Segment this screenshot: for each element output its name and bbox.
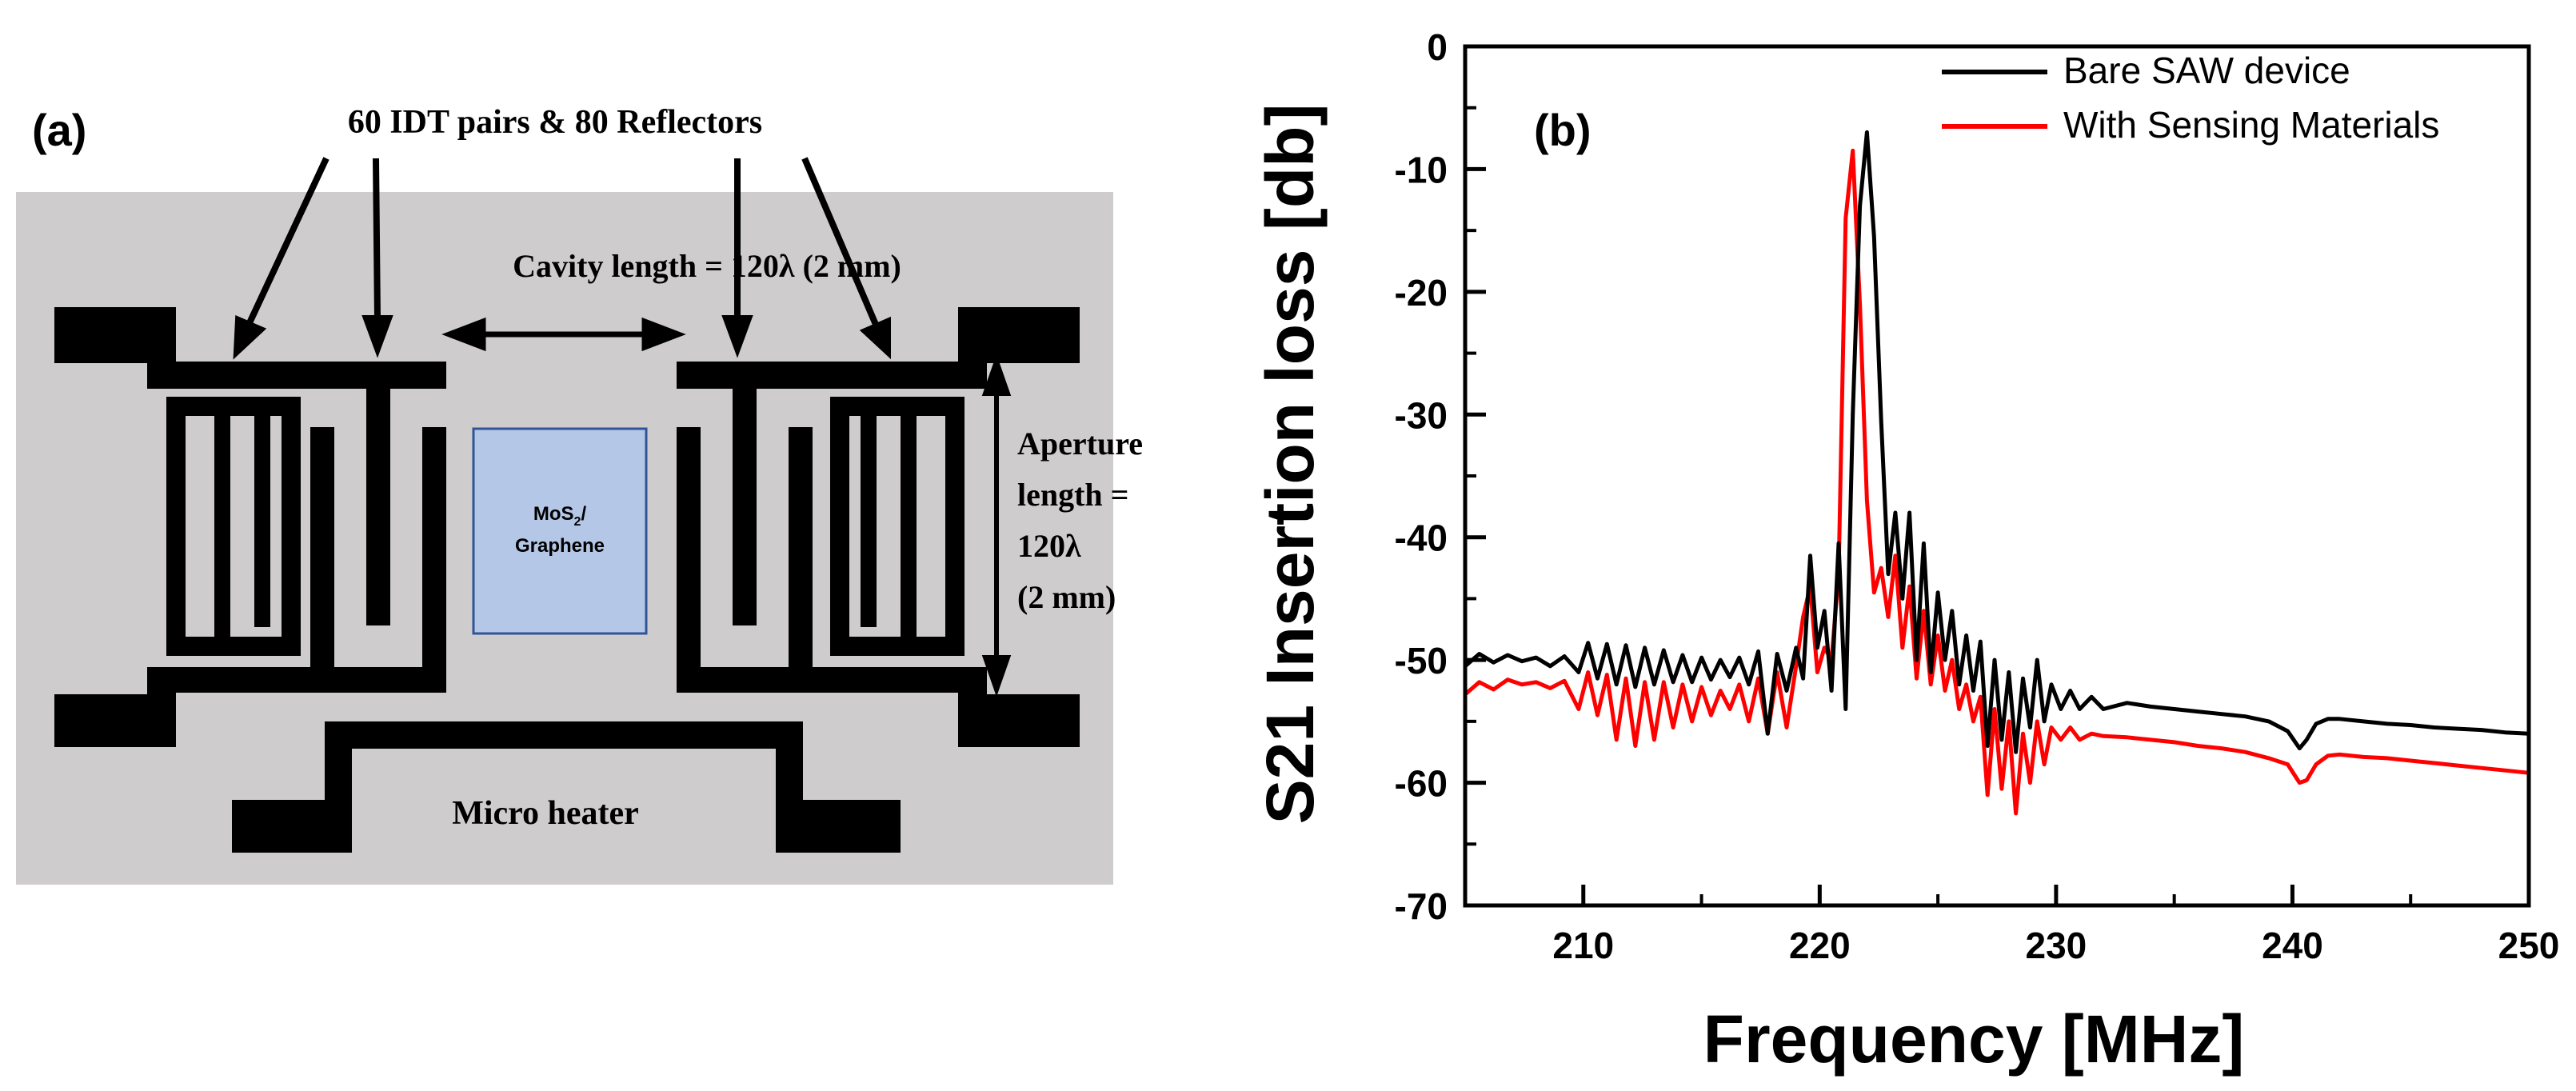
aperture-arrow (981, 354, 1012, 697)
sensing-slash: / (581, 503, 586, 525)
panel-a-label: (a) (32, 105, 86, 155)
y-axis-label: S21 Insertion loss [db] (1252, 104, 1328, 825)
y-tick-label: -10 (1395, 149, 1448, 190)
cavity-arrow (441, 317, 686, 352)
panel-b-label: (b) (1534, 105, 1592, 155)
y-tick-label: -50 (1395, 640, 1448, 681)
cavity-length-label: Cavity length = 120λ (2 mm) (513, 248, 901, 284)
micro-heater-shape (232, 721, 901, 853)
x-tick-label: 240 (2262, 925, 2323, 966)
x-tick-label: 210 (1552, 925, 1614, 966)
idt-reflector-label: 60 IDT pairs & 80 Reflectors (348, 104, 762, 141)
right-idt (677, 307, 1080, 747)
chart-panel-b: 0 -10 -20 -30 -40 -50 -60 -70 210 220 230 240 250 (b… (1252, 26, 2559, 1077)
y-tick-label: -30 (1395, 394, 1448, 436)
sensing-material-label-line2: Graphene (515, 535, 605, 557)
panel-a-schematic: MoS2/ Graphene (a) 60 IDT pairs & 80 Ref… (16, 104, 1143, 885)
y-tick-label: -40 (1395, 518, 1448, 559)
idt-arrows (233, 157, 891, 360)
series-line-bare-saw (1464, 130, 2530, 754)
sensing-material-label-line1: MoS2/ (533, 503, 587, 529)
legend: Bare SAW device With Sensing Materials (1942, 50, 2439, 146)
left-idt (54, 307, 446, 747)
y-tick-label: -70 (1395, 885, 1448, 927)
y-tick-label: -20 (1395, 272, 1448, 314)
chart-ticks-layer: 0 -10 -20 -30 -40 -50 -60 -70 210 220 230 240 250 (1395, 26, 2560, 966)
x-tick-label: 230 (2026, 925, 2087, 966)
plot-frame (1463, 44, 2531, 908)
sensing-material-box (472, 427, 648, 635)
y-tick-label: 0 (1427, 26, 1448, 68)
y-tick-label: -60 (1395, 763, 1448, 805)
x-tick-label: 220 (1789, 925, 1851, 966)
sensing-sub: 2 (574, 515, 581, 529)
x-tick-label: 250 (2498, 925, 2560, 966)
aperture-label-3: 120λ (1017, 528, 1081, 564)
aperture-label-1: Aperture (1017, 426, 1143, 462)
series-line-sensing-materials (1464, 148, 2530, 816)
micro-heater-label: Micro heater (452, 795, 639, 832)
legend-label: With Sensing Materials (2063, 104, 2439, 146)
aperture-label-2: length = (1017, 477, 1128, 513)
legend-label: Bare SAW device (2063, 50, 2350, 91)
aperture-label-4: (2 mm) (1017, 579, 1116, 615)
sensing-mos: MoS (533, 503, 574, 525)
x-axis-label: Frequency [MHz] (1703, 1001, 2245, 1077)
chart-series-layer (1464, 130, 2530, 816)
